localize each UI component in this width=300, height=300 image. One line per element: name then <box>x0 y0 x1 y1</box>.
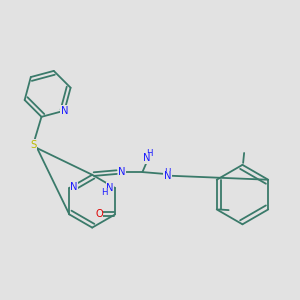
Text: N: N <box>164 171 171 182</box>
Text: H: H <box>146 149 152 158</box>
Text: H: H <box>101 188 108 197</box>
Text: H: H <box>165 168 171 177</box>
Text: N: N <box>61 106 68 116</box>
Text: N: N <box>70 182 78 192</box>
Text: N: N <box>118 167 126 177</box>
Text: N: N <box>106 183 114 193</box>
Text: S: S <box>30 140 36 150</box>
Text: N: N <box>143 153 150 163</box>
Text: O: O <box>95 209 103 219</box>
